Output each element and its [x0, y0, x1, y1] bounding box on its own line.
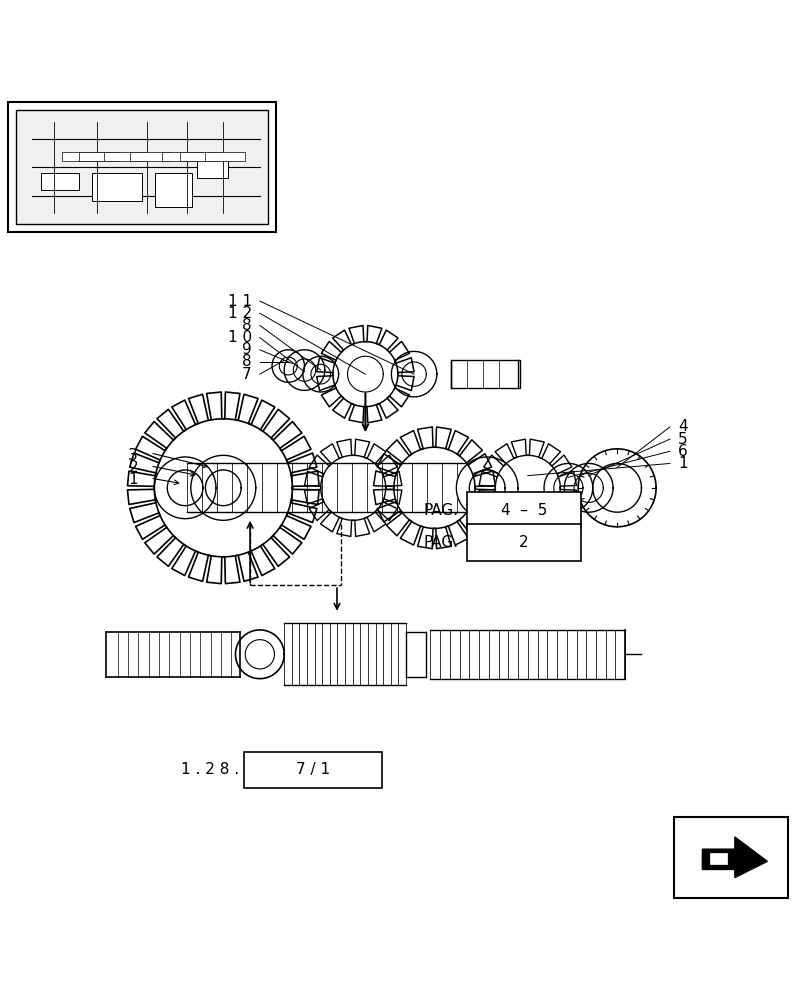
Text: PAG.: PAG.	[423, 535, 458, 550]
Polygon shape	[284, 350, 324, 390]
Polygon shape	[564, 463, 612, 512]
Text: 1 2: 1 2	[227, 306, 251, 321]
Polygon shape	[191, 455, 255, 520]
Text: 1 0: 1 0	[227, 330, 251, 345]
Polygon shape	[303, 356, 338, 392]
Text: 1: 1	[128, 472, 138, 487]
Text: 3: 3	[128, 448, 138, 463]
Bar	[79, 152, 119, 161]
Text: 4: 4	[677, 419, 687, 434]
Bar	[62, 152, 101, 161]
Text: 1: 1	[677, 456, 687, 471]
Text: PAG.: PAG.	[423, 503, 458, 518]
Bar	[466, 492, 580, 528]
Polygon shape	[154, 457, 216, 519]
Bar	[92, 173, 142, 201]
Text: 6: 6	[677, 444, 687, 459]
Bar	[162, 152, 202, 161]
Bar	[104, 152, 144, 161]
Text: 5: 5	[677, 432, 687, 447]
Bar	[243, 752, 381, 788]
Bar	[41, 173, 79, 190]
Bar	[673, 817, 787, 898]
Text: 9: 9	[242, 342, 251, 357]
Bar	[179, 152, 220, 161]
Polygon shape	[272, 350, 304, 382]
Bar	[16, 110, 268, 224]
Polygon shape	[710, 853, 726, 864]
Bar	[197, 156, 227, 178]
Text: 7: 7	[242, 367, 251, 382]
Polygon shape	[391, 351, 436, 397]
Text: 4  –  5: 4 – 5	[500, 503, 547, 518]
Bar	[8, 102, 276, 232]
Text: 8: 8	[242, 318, 251, 333]
Text: 8: 8	[242, 354, 251, 369]
Polygon shape	[543, 463, 592, 512]
Bar	[154, 173, 192, 207]
Text: 2: 2	[128, 460, 138, 475]
Bar	[466, 524, 580, 561]
Bar	[129, 152, 169, 161]
Polygon shape	[577, 449, 655, 527]
Bar	[204, 152, 245, 161]
Polygon shape	[702, 837, 766, 878]
Text: 7 / 1: 7 / 1	[295, 762, 329, 777]
Text: 1 1: 1 1	[227, 294, 251, 309]
Bar	[450, 360, 519, 388]
Text: 1 . 2 8 .: 1 . 2 8 .	[181, 762, 239, 777]
Polygon shape	[235, 630, 284, 679]
Text: 2: 2	[518, 535, 528, 550]
Polygon shape	[456, 457, 517, 519]
